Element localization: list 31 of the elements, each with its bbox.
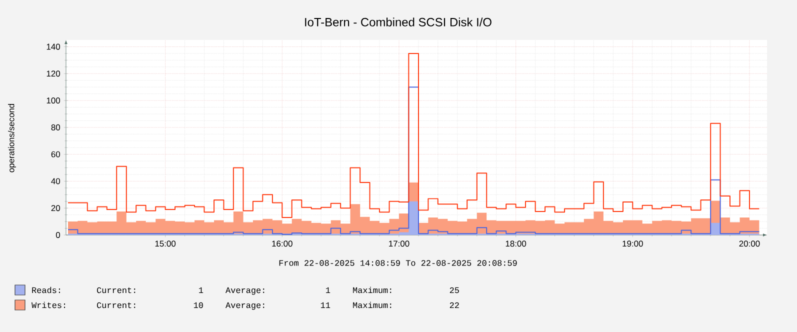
text: Maximum: (353, 302, 392, 308)
text: 22 (450, 302, 459, 308)
text: Average: (226, 302, 264, 310)
x-tick-label: 17:00 (389, 240, 410, 247)
y-tick-label: 140 (46, 44, 60, 50)
legend-label: Reads: (32, 286, 60, 294)
text: 1 (199, 287, 204, 293)
x-tick-label: 20:00 (739, 240, 760, 247)
text: 11 (320, 302, 330, 308)
text: From 22-08-2025 14:08:59 To 22-08-2025 20:08:59 (279, 260, 517, 266)
y-axis-title: operations/second (8, 104, 16, 172)
y-tick-label: 0 (56, 232, 60, 238)
text: Maximum: (353, 286, 392, 294)
y-tick-label: 40 (51, 178, 60, 184)
x-tick-label: 16:00 (272, 240, 292, 247)
text: 10 (194, 302, 203, 308)
y-tick-label: 60 (51, 151, 60, 158)
x-tick-label: 19:00 (622, 240, 643, 247)
text: 1 (326, 287, 330, 293)
y-tick-label: 120 (46, 70, 60, 77)
x-tick-label: 18:00 (506, 240, 526, 247)
legend-label: Writes: (32, 302, 66, 308)
y-tick-label: 20 (51, 205, 60, 212)
chart-title: IoT-Bern - Combined SCSI Disk I/O (305, 18, 492, 26)
y-tick-label: 80 (51, 124, 60, 130)
text: Current: (96, 287, 136, 294)
y-tick-label: 100 (46, 98, 60, 104)
text: 25 (450, 287, 459, 294)
text: Average: (226, 287, 264, 295)
text: Current: (96, 302, 136, 308)
x-tick-label: 15:00 (155, 240, 176, 247)
